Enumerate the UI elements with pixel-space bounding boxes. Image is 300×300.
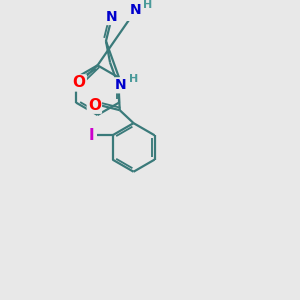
Text: N: N — [106, 10, 118, 24]
Text: O: O — [73, 75, 86, 90]
Text: N: N — [115, 78, 126, 92]
Text: I: I — [89, 128, 94, 143]
Text: H: H — [143, 0, 152, 10]
Text: O: O — [88, 98, 101, 113]
Text: H: H — [129, 74, 138, 84]
Text: N: N — [130, 3, 142, 17]
